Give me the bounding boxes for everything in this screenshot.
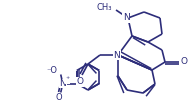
Text: N: N	[123, 13, 129, 22]
Text: O: O	[76, 77, 84, 86]
Text: N: N	[114, 50, 120, 59]
Text: CH₃: CH₃	[97, 3, 112, 11]
Text: ⁺: ⁺	[66, 75, 70, 84]
Text: ⁻O: ⁻O	[47, 66, 58, 75]
Text: O: O	[180, 57, 188, 66]
Text: O: O	[55, 93, 62, 102]
Text: N: N	[59, 79, 66, 88]
